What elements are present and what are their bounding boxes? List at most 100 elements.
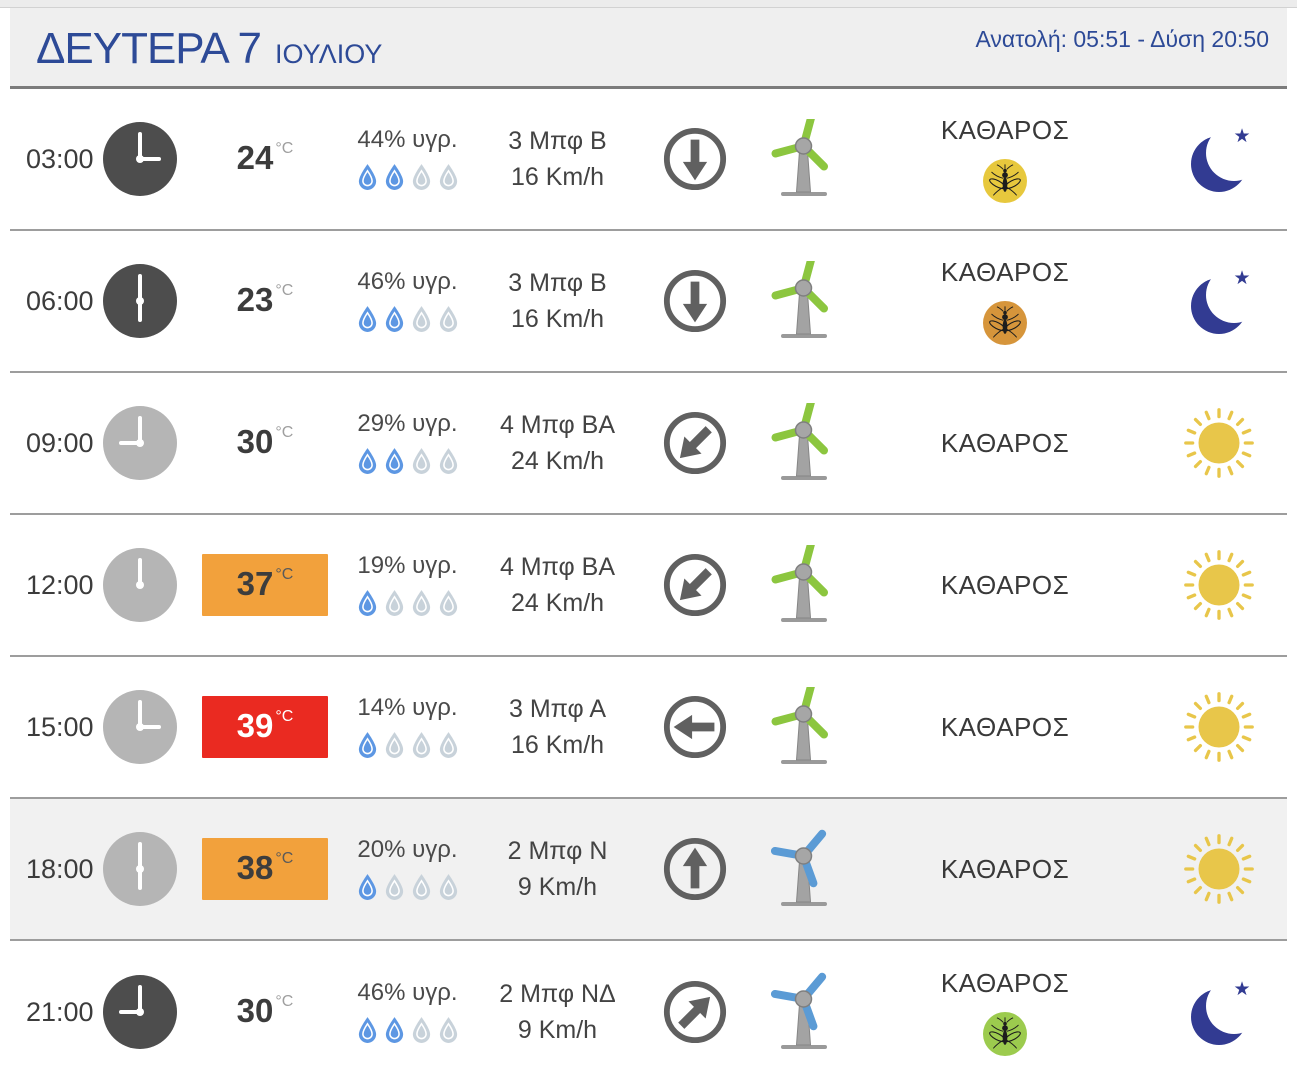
mosquito-glyph xyxy=(989,1017,1021,1049)
droplet-icon xyxy=(412,732,430,758)
sun-icon xyxy=(1183,834,1254,904)
forecast-row: 18:00 38 °C 20% υγρ. xyxy=(10,799,1287,941)
clock-center-dot xyxy=(136,155,144,163)
wind-cell: 3 Μπφ Β 16 Km/h xyxy=(470,265,645,337)
clock-icon xyxy=(103,832,177,906)
wind-cell: 4 Μπφ ΒΑ 24 Km/h xyxy=(470,407,645,479)
droplet-icon xyxy=(358,874,376,900)
day-night-cell: ★ xyxy=(1150,544,1287,626)
clock-minute-hand xyxy=(138,416,142,443)
temperature-number: 30 xyxy=(236,992,274,1029)
droplet-icon xyxy=(439,732,457,758)
clock-icon xyxy=(103,548,177,622)
clock-center-dot xyxy=(136,723,144,731)
clock-center-dot xyxy=(136,297,144,305)
droplet-icon xyxy=(358,306,376,332)
day-night-cell: ★ xyxy=(1150,402,1287,484)
sun-icon xyxy=(1183,408,1254,478)
moon-star: ★ xyxy=(1233,268,1251,289)
humidity-drops xyxy=(356,163,460,192)
sky-condition-label: ΚΑΘΑΡΟΣ xyxy=(940,115,1070,145)
clock-cell xyxy=(95,548,185,622)
time-label: 21:00 xyxy=(26,996,94,1027)
wind-speed-label: 9 Km/h xyxy=(517,873,598,901)
wind-turbine-icon xyxy=(770,545,828,622)
sky-condition-cell: ΚΑΘΑΡΟΣ xyxy=(860,428,1150,459)
temperature-value: 30 °C xyxy=(202,412,328,474)
wind-direction-cell xyxy=(645,694,745,760)
wind-speed-label: 16 Km/h xyxy=(510,305,605,333)
forecast-row: 21:00 30 °C 46% υγρ. xyxy=(10,941,1287,1073)
moon-star: ★ xyxy=(1233,126,1251,147)
temperature-value: 24 °C xyxy=(202,128,328,190)
forecast-rows: 03:00 24 °C 44% υγρ. xyxy=(10,89,1287,1073)
temperature-unit: °C xyxy=(275,850,294,867)
wind-cell: 4 Μπφ ΒΑ 24 Km/h xyxy=(470,549,645,621)
humidity-label: 20% υγρ. xyxy=(357,836,458,863)
clock-cell xyxy=(95,690,185,764)
wind-speed-label: 16 Km/h xyxy=(510,163,605,191)
wind-beaufort-label: 2 Μπφ Ν xyxy=(507,837,608,865)
moon-star: ★ xyxy=(1233,979,1251,1000)
clock-icon xyxy=(103,264,177,338)
wind-cell: 2 Μπφ ΝΔ 9 Km/h xyxy=(470,976,645,1048)
droplet-icon xyxy=(412,874,430,900)
droplet-icon xyxy=(385,164,403,190)
temperature-value: 23 °C xyxy=(202,270,328,332)
turbine-cell xyxy=(745,403,860,483)
temperature-cell: 38 °C xyxy=(185,838,345,900)
moon-icon: ★ xyxy=(1180,119,1258,199)
wind-direction-icon xyxy=(663,837,727,901)
wind-direction-icon xyxy=(663,980,727,1044)
temperature-number: 24 xyxy=(236,139,274,176)
sky-condition-label: ΚΑΘΑΡΟΣ xyxy=(940,711,1070,742)
mosquito-icon xyxy=(983,301,1027,345)
temperature-unit: °C xyxy=(275,424,294,441)
clock-cell xyxy=(95,975,185,1049)
droplet-icon xyxy=(358,164,376,190)
day-night-cell: ★ xyxy=(1150,972,1287,1052)
wind-direction-cell xyxy=(645,552,745,618)
mosquito-glyph xyxy=(989,306,1021,338)
day-title-group: ΔΕΥΤΕΡΑ 7 ΙΟΥΛΙΟΥ xyxy=(36,24,382,74)
sky-condition-label: ΚΑΘΑΡΟΣ xyxy=(940,569,1070,600)
moon-icon: ★ xyxy=(1180,261,1258,341)
sky-condition-cell: ΚΑΘΑΡΟΣ xyxy=(860,115,1150,203)
temperature-unit: °C xyxy=(275,140,294,157)
mosquito-icon xyxy=(983,159,1027,203)
temperature-number: 38 xyxy=(236,849,274,886)
wind-speed-label: 9 Km/h xyxy=(517,1016,598,1044)
humidity-drops xyxy=(356,1016,460,1045)
droplet-icon xyxy=(412,1017,430,1043)
wind-beaufort-label: 4 Μπφ ΒΑ xyxy=(499,411,616,439)
sky-condition-cell: ΚΑΘΑΡΟΣ xyxy=(860,712,1150,743)
droplet-icon xyxy=(385,732,403,758)
clock-icon xyxy=(103,690,177,764)
humidity-label: 44% υγρ. xyxy=(357,126,458,153)
droplet-icon xyxy=(385,306,403,332)
droplet-icon xyxy=(439,590,457,616)
droplet-icon xyxy=(412,306,430,332)
clock-center-dot xyxy=(136,1008,144,1016)
wind-speed-label: 24 Km/h xyxy=(510,589,605,617)
humidity-drops xyxy=(356,447,460,476)
clock-minute-hand xyxy=(138,132,142,159)
droplet-icon xyxy=(412,164,430,190)
droplet-icon xyxy=(358,732,376,758)
turbine-cell xyxy=(745,119,860,199)
humidity-label: 19% υγρ. xyxy=(357,552,458,579)
wind-direction-icon xyxy=(663,269,727,333)
droplet-icon xyxy=(385,874,403,900)
sky-condition-label: ΚΑΘΑΡΟΣ xyxy=(940,968,1070,998)
clock-center-dot xyxy=(136,439,144,447)
temperature-unit: °C xyxy=(275,708,294,725)
forecast-row: 12:00 37 °C 19% υγρ. xyxy=(10,515,1287,657)
clock-hour-hand xyxy=(138,564,142,585)
droplet-icon xyxy=(385,590,403,616)
sun-icon xyxy=(1183,550,1254,620)
wind-turbine-icon xyxy=(770,829,827,906)
day-title: ΔΕΥΤΕΡΑ 7 xyxy=(36,24,262,73)
droplet-icon xyxy=(412,590,430,616)
wind-beaufort-label: 3 Μπφ Β xyxy=(508,127,607,155)
forecast-row: 03:00 24 °C 44% υγρ. xyxy=(10,89,1287,231)
